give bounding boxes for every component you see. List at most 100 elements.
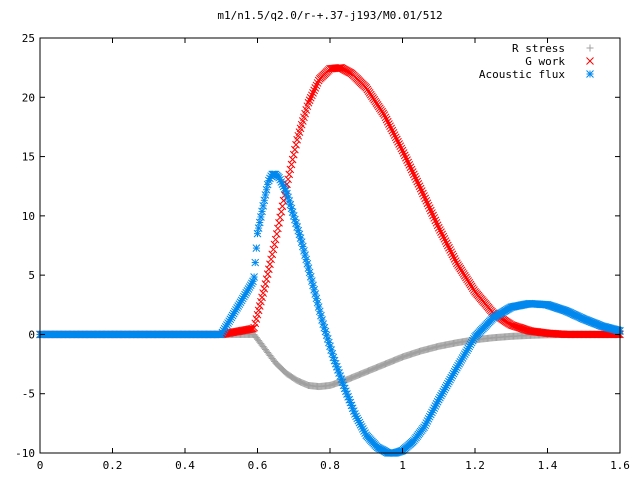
x-tick: 1.4 — [538, 38, 558, 472]
x-tick-label: 0.2 — [103, 459, 123, 472]
data-point — [292, 140, 300, 149]
data-point — [269, 245, 278, 254]
data-point — [398, 146, 407, 155]
data-point — [258, 293, 266, 302]
y-tick: 25 — [22, 32, 620, 45]
data-point — [447, 248, 456, 257]
data-point — [380, 111, 389, 119]
data-point — [306, 93, 315, 102]
y-tick: -10 — [15, 447, 620, 460]
data-point — [383, 117, 392, 126]
x-tick: 0.2 — [103, 38, 123, 472]
data-point — [301, 251, 309, 259]
data-point — [263, 270, 272, 279]
data-point — [308, 91, 316, 100]
data-point — [286, 165, 295, 174]
data-point — [423, 199, 432, 208]
y-tick: 15 — [22, 151, 620, 164]
x-tick-label: 0.8 — [320, 459, 340, 472]
data-point — [426, 206, 435, 215]
chart-title: m1/n1.5/q2.0/r-+.37-j193/M0.01/512 — [217, 9, 442, 22]
data-point — [285, 170, 294, 179]
data-point — [264, 265, 273, 274]
data-point — [261, 280, 270, 288]
data-point — [436, 226, 444, 234]
data-point — [309, 281, 317, 290]
y-tick: 5 — [28, 269, 620, 282]
data-point — [249, 277, 257, 286]
x-tick: 0.8 — [320, 38, 340, 472]
data-point — [298, 242, 307, 251]
y-tick-label: 25 — [22, 32, 35, 45]
data-point — [437, 228, 445, 237]
y-tick-label: 10 — [22, 210, 35, 223]
data-point — [390, 131, 399, 139]
data-point — [261, 191, 270, 199]
data-point — [306, 272, 315, 281]
y-tick-label: 0 — [28, 328, 35, 341]
y-tick-label: 20 — [22, 91, 35, 104]
data-point — [400, 151, 409, 160]
data-point — [382, 115, 391, 124]
data-point — [304, 98, 313, 107]
data-point — [288, 155, 297, 164]
data-point — [262, 185, 271, 194]
x-tick-label: 0.6 — [248, 459, 268, 472]
data-point — [287, 160, 296, 169]
data-point — [308, 277, 316, 285]
legend-entry: Acoustic flux — [479, 68, 594, 81]
data-point — [266, 260, 274, 269]
data-point — [305, 268, 314, 277]
data-point — [252, 315, 261, 323]
legend-entry: R stress — [512, 42, 594, 55]
y-tick: 0 — [28, 328, 620, 341]
data-point — [434, 223, 443, 232]
data-point — [404, 158, 413, 167]
data-point — [405, 161, 414, 169]
data-point — [411, 172, 419, 181]
data-point — [251, 258, 260, 267]
data-point — [412, 175, 420, 183]
data-point — [268, 250, 277, 259]
data-point — [255, 302, 264, 310]
data-point — [252, 244, 261, 252]
legend-entry: G work — [525, 55, 594, 68]
data-point — [315, 307, 324, 316]
data-point — [291, 145, 299, 154]
data-point — [259, 201, 268, 210]
data-point — [302, 255, 311, 264]
data-point — [311, 84, 320, 92]
data-point — [250, 273, 258, 281]
data-point — [320, 323, 329, 332]
data-point — [389, 129, 398, 137]
data-point — [440, 234, 449, 243]
data-point — [399, 149, 408, 157]
data-point — [431, 216, 440, 225]
y-tick-label: -10 — [15, 447, 35, 460]
data-point — [304, 264, 313, 272]
data-point — [419, 189, 427, 198]
data-point — [441, 237, 450, 245]
data-point — [417, 187, 426, 195]
data-point — [317, 311, 325, 320]
legend-marker — [586, 70, 594, 78]
data-point — [432, 218, 441, 227]
data-point — [445, 243, 453, 252]
data-point — [313, 298, 322, 307]
data-point — [416, 184, 425, 193]
series-g-work — [36, 63, 624, 339]
data-point — [391, 133, 400, 142]
data-point — [409, 170, 418, 179]
y-tick-label: 5 — [28, 269, 35, 282]
legend-marker — [586, 44, 594, 52]
x-tick-label: 1.6 — [610, 459, 630, 472]
x-tick-label: 0 — [37, 459, 44, 472]
data-point — [262, 275, 271, 283]
data-point — [300, 246, 308, 255]
axis-ticks: 0 0.2 0.4 0.6 0.8 1 1.2 1.4 1.6 -10 -5 0 5 10 15 20 25 — [15, 32, 630, 472]
data-point — [422, 196, 431, 205]
data-point — [289, 150, 298, 159]
legend-label: R stress — [512, 42, 565, 55]
data-point — [254, 306, 263, 315]
